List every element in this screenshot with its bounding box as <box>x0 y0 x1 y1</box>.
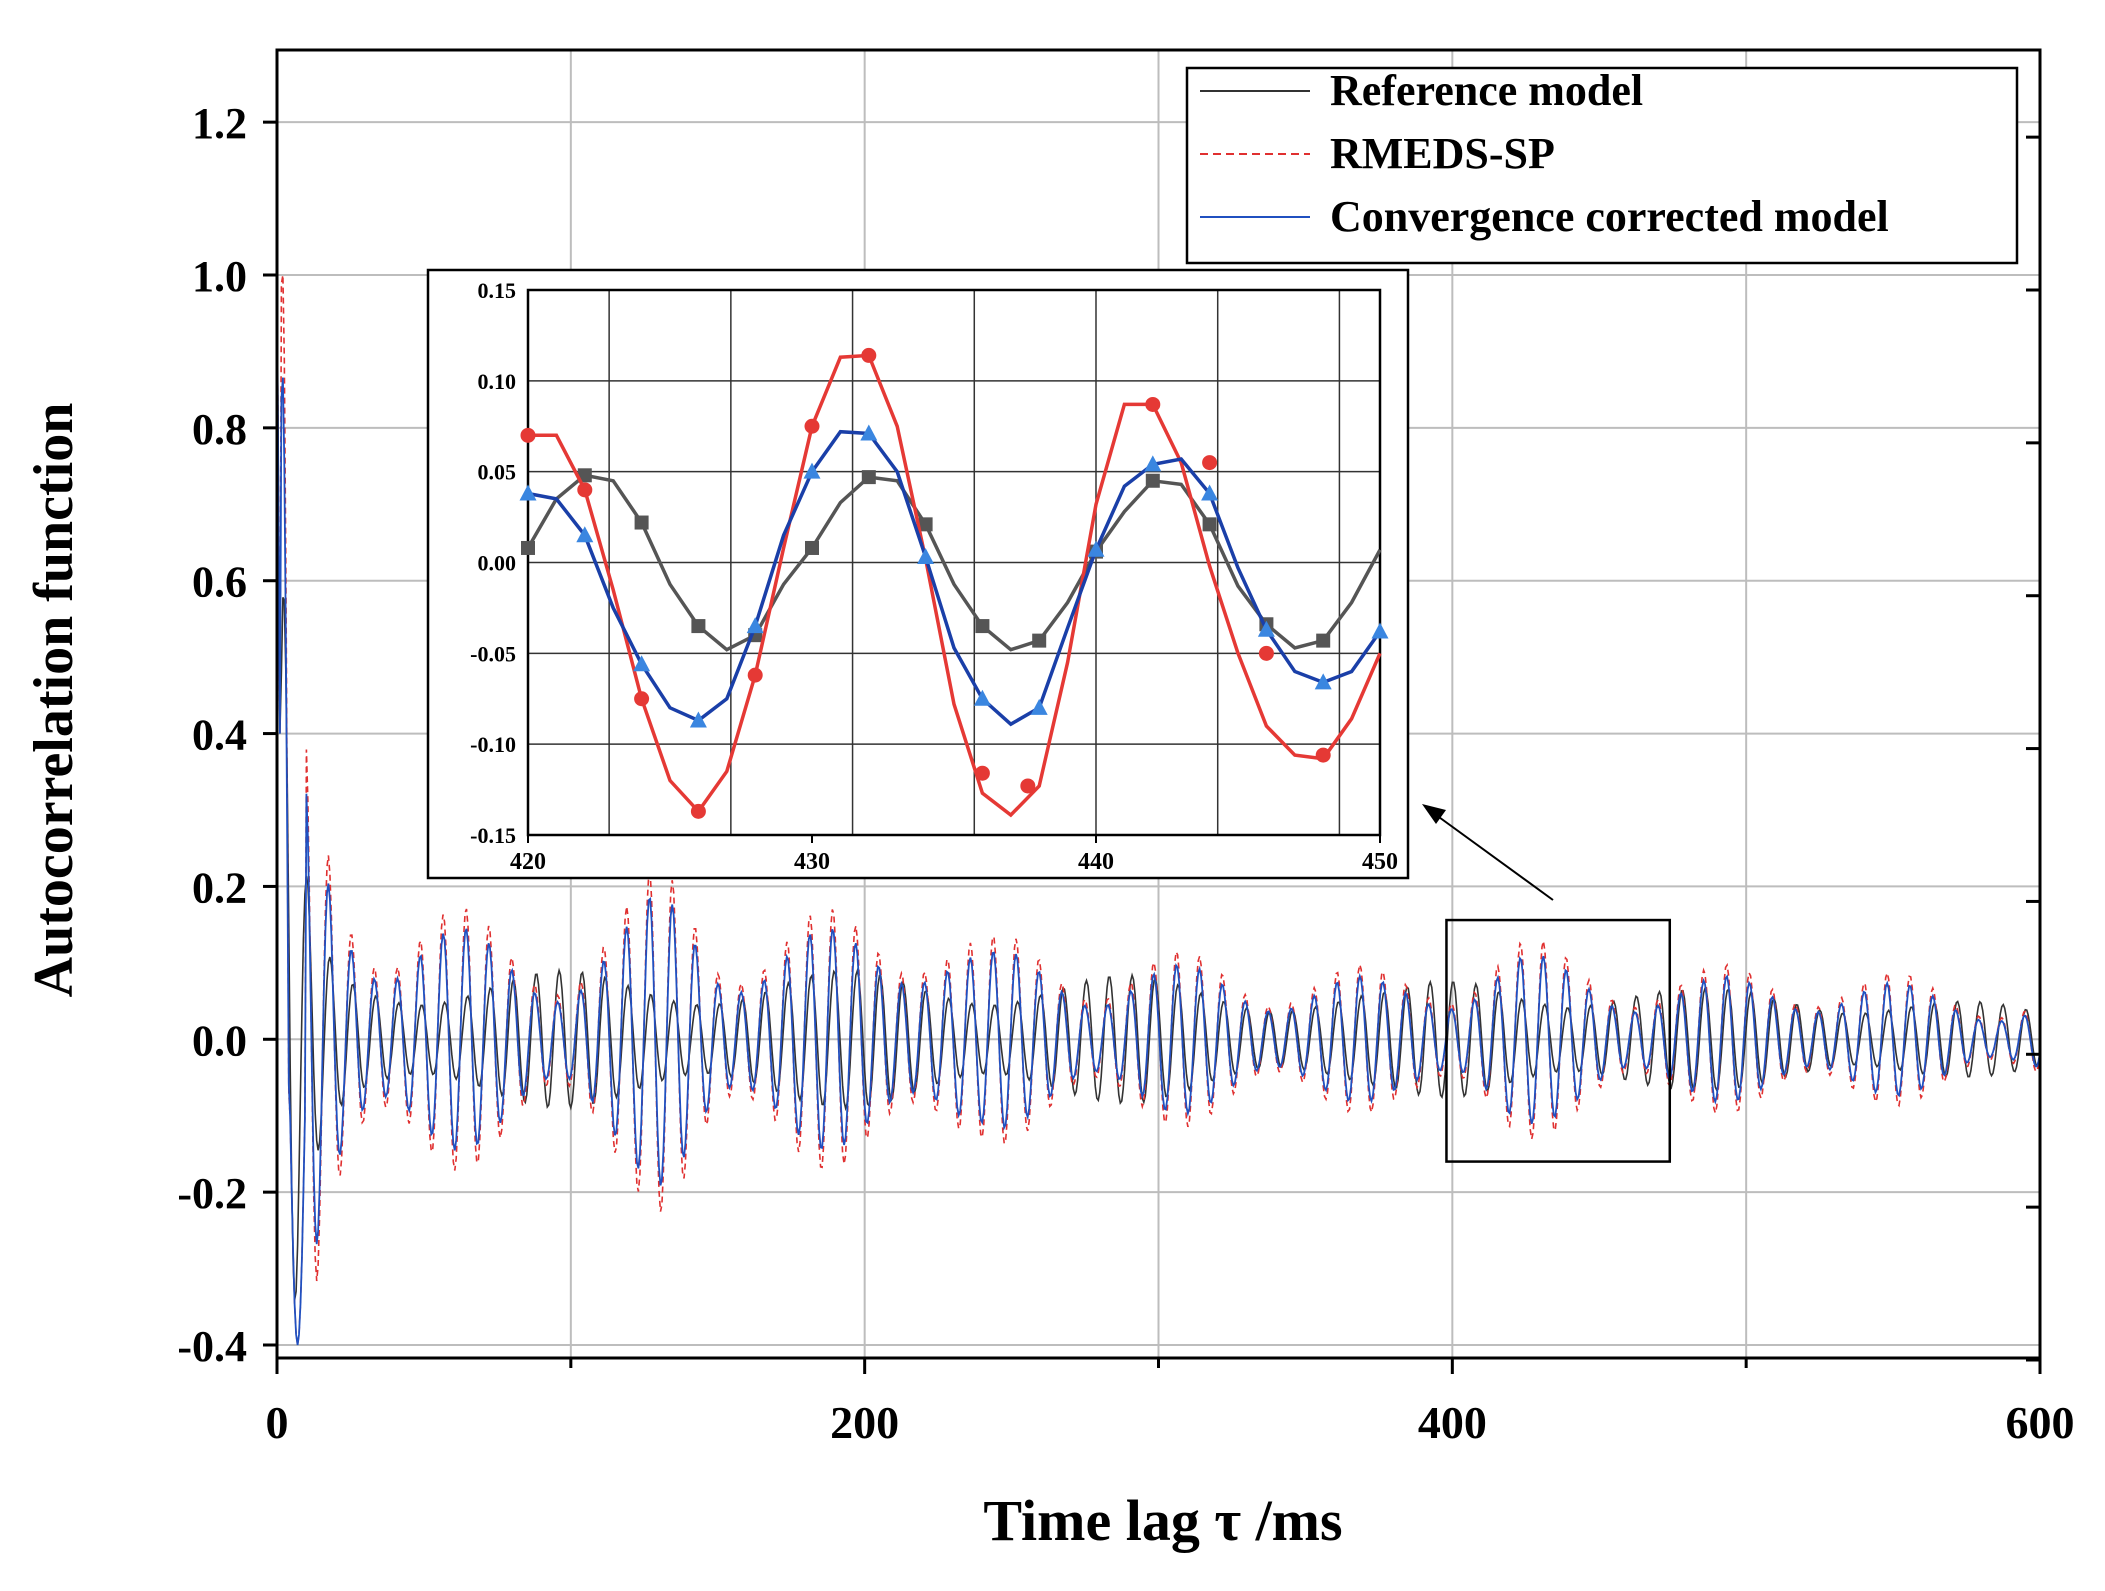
zoom-box <box>1445 918 1672 1163</box>
inset-marker-convergence-corrected-model <box>1030 698 1048 715</box>
inset-x-tick-label: 450 <box>1362 849 1398 875</box>
inset-marker-convergence-corrected-model <box>689 711 707 728</box>
inset-marker-rmeds-sp <box>1020 778 1036 794</box>
inset-marker-convergence-corrected-model <box>1201 484 1219 501</box>
inset-y-tick-label: -0.05 <box>470 641 516 666</box>
y-axis-label: Autocorrelation function <box>23 403 85 998</box>
inset-marker-convergence-corrected-model <box>746 617 764 634</box>
inset-series-line-reference-model <box>526 473 1382 652</box>
inset-marker-reference-model <box>975 619 990 634</box>
inset-y-tick-label: 0.10 <box>478 369 517 394</box>
inset-x-tick-label: 430 <box>794 849 830 875</box>
legend: Reference model RMEDS-SP Convergence corre… <box>1185 66 2019 265</box>
inset-marker-reference-model <box>861 470 876 485</box>
inset-marker-rmeds-sp <box>1145 396 1161 412</box>
zoom-arrow <box>1422 804 1554 901</box>
inset-marker-reference-model <box>1316 633 1331 648</box>
inset-marker-reference-model <box>634 515 649 530</box>
x-tick-label: 200 <box>830 1397 899 1448</box>
inset-marker-convergence-corrected-model <box>1314 673 1332 690</box>
y-tick-label: 0.4 <box>192 711 247 760</box>
inset-x-tick-label: 420 <box>510 849 546 875</box>
x-tick-label: 0 <box>266 1397 289 1448</box>
x-axis-label: Time lag τ /ms <box>983 1488 1342 1553</box>
inset-marker-convergence-corrected-model <box>1144 455 1162 472</box>
inset-marker-reference-model <box>918 517 933 532</box>
inset-series-line-rmeds-sp <box>528 353 1382 818</box>
inset-frame <box>526 288 1382 837</box>
inset-marker-reference-model <box>521 540 535 555</box>
inset-marker-reference-model <box>577 468 592 483</box>
arrow-head <box>1422 804 1446 824</box>
legend-label: Convergence corrected model <box>1330 192 1889 241</box>
main-plot-lines <box>276 274 2041 1346</box>
inset-marker-convergence-corrected-model <box>803 462 821 479</box>
x-tick-label: 400 <box>1418 1397 1487 1448</box>
inset-marker-reference-model <box>1145 473 1160 488</box>
inset-marker-reference-model <box>1202 517 1217 532</box>
inset-series-line-convergence-corrected-model <box>527 429 1382 727</box>
inset-chart: 420 430 440 450 -0.15 -0.10 -0.05 0.00 0.05 0.10 0… <box>426 268 1410 880</box>
inset-marker-convergence-corrected-model <box>973 689 991 706</box>
series-line-convergence-corrected <box>276 274 2041 1346</box>
inset-marker-convergence-corrected-model <box>1087 540 1105 557</box>
series-line-reference-model <box>276 274 2041 1301</box>
inset-marker-convergence-corrected-model <box>633 655 651 672</box>
inset-y-tick-label: 0.00 <box>478 551 517 576</box>
inset-marker-reference-model <box>1032 633 1047 648</box>
inset-marker-rmeds-sp <box>747 667 763 683</box>
inset-marker-convergence-corrected-model <box>1257 620 1275 637</box>
inset-marker-reference-model <box>691 619 706 634</box>
inset-y-tick-label: 0.15 <box>478 278 517 303</box>
y-tick-label: 0.0 <box>192 1016 247 1065</box>
main-axis-ticks: 0 200 400 600 -0.4 -0.2 0.0 0.2 0.4 0.6 0.8 1.0 1.2 <box>177 99 2074 1448</box>
inset-marker-rmeds-sp <box>520 427 536 443</box>
inset-marker-rmeds-sp <box>1315 747 1331 763</box>
arrow-shaft <box>1431 811 1554 901</box>
inset-marker-rmeds-sp <box>974 765 990 781</box>
inset-marker-convergence-corrected-model <box>860 424 878 441</box>
legend-label: Reference model <box>1330 66 1643 115</box>
y-tick-label: -0.4 <box>177 1322 247 1371</box>
inset-marker-rmeds-sp <box>861 347 877 363</box>
y-tick-label: 1.2 <box>192 99 247 148</box>
inset-x-tick-label: 440 <box>1078 849 1114 875</box>
y-tick-label: 0.6 <box>192 558 247 607</box>
y-tick-label: 1.0 <box>192 252 247 301</box>
inset-y-tick-label: -0.15 <box>470 823 516 848</box>
inset-marker-rmeds-sp <box>804 418 820 434</box>
inset-marker-convergence-corrected-model <box>917 548 935 565</box>
y-tick-label: 0.2 <box>192 863 247 912</box>
inset-marker-rmeds-sp <box>690 803 706 819</box>
inset-marker-convergence-corrected-model <box>576 526 594 543</box>
inset-y-tick-label: 0.05 <box>478 460 517 485</box>
x-tick-label: 600 <box>2006 1397 2075 1448</box>
inset-panel <box>426 268 1410 880</box>
inset-marker-rmeds-sp <box>577 482 593 498</box>
inset-marker-rmeds-sp <box>1202 455 1218 471</box>
inset-y-tick-label: -0.10 <box>470 732 516 757</box>
inset-marker-convergence-corrected-model <box>1371 622 1389 639</box>
zoom-box-group <box>1445 918 1672 1163</box>
inset-marker-reference-model <box>805 540 819 555</box>
y-tick-label: 0.8 <box>192 405 247 454</box>
inset-marker-rmeds-sp <box>1258 645 1274 661</box>
legend-label: RMEDS-SP <box>1330 129 1555 178</box>
y-tick-label: -0.2 <box>177 1169 247 1218</box>
legend-box <box>1185 66 2019 265</box>
inset-marker-convergence-corrected-model <box>519 484 537 501</box>
inset-marker-rmeds-sp <box>634 691 650 707</box>
